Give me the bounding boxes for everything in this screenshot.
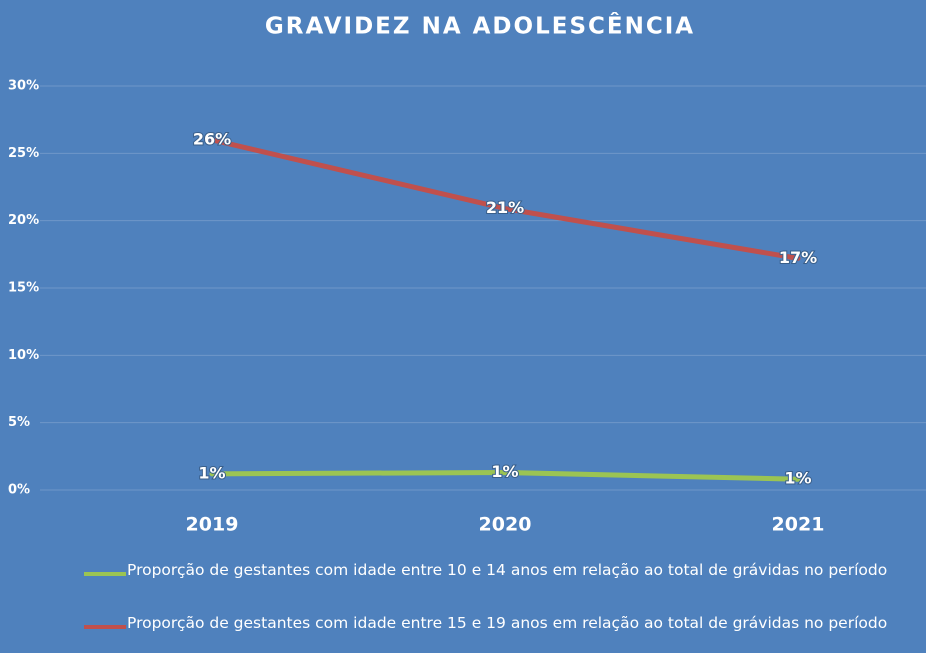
line-series bbox=[209, 469, 801, 482]
legend-item: Proporção de gestantes com idade entre 1… bbox=[0, 558, 926, 608]
plot: GRAVIDEZ NA ADOLESCÊNCIA 0% 5% 10% 15% 20% 25… bbox=[8, 12, 926, 536]
data-label: 1% bbox=[784, 469, 811, 488]
data-label: 26% bbox=[193, 129, 231, 148]
legend-swatch bbox=[84, 625, 126, 629]
x-tick-label: 2020 bbox=[479, 514, 532, 536]
legend-label: Proporção de gestantes com idade entre 1… bbox=[127, 614, 888, 632]
line-series bbox=[209, 137, 801, 261]
legend-swatch bbox=[84, 572, 126, 576]
x-tick-label: 2019 bbox=[186, 514, 239, 536]
data-label: 17% bbox=[779, 248, 817, 267]
y-tick-label: 15% bbox=[8, 281, 39, 296]
chart-title: GRAVIDEZ NA ADOLESCÊNCIA bbox=[265, 12, 695, 40]
y-tick-label: 5% bbox=[8, 415, 30, 430]
data-label: 1% bbox=[198, 463, 225, 482]
y-tick-label: 30% bbox=[8, 79, 39, 94]
data-label: 21% bbox=[486, 198, 524, 217]
data-label: 1% bbox=[491, 462, 518, 481]
x-tick-label: 2021 bbox=[772, 514, 825, 536]
y-tick-label: 0% bbox=[8, 483, 30, 498]
y-tick-label: 25% bbox=[8, 146, 39, 161]
y-tick-label: 20% bbox=[8, 213, 39, 228]
legend-label: Proporção de gestantes com idade entre 1… bbox=[127, 561, 888, 579]
y-tick-label: 10% bbox=[8, 348, 39, 363]
legend-item: Proporção de gestantes com idade entre 1… bbox=[0, 611, 926, 653]
